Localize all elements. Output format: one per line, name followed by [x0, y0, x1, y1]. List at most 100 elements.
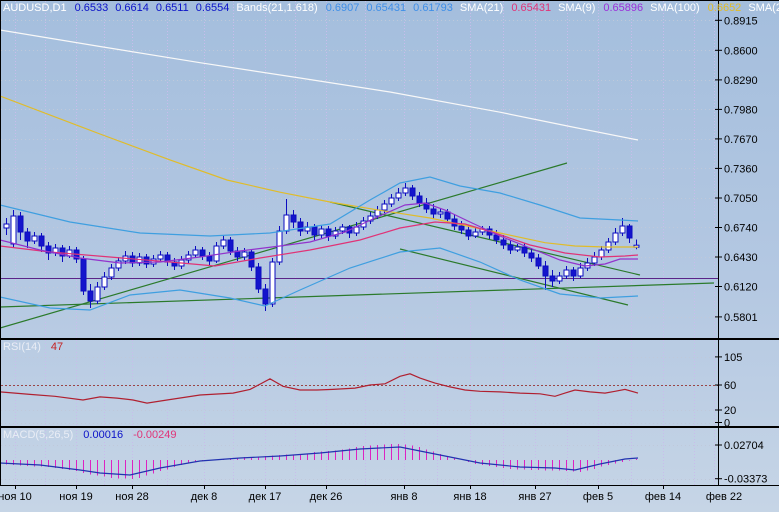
- candle-bear: [507, 244, 514, 251]
- candle-bear: [444, 211, 451, 220]
- candle-bull: [619, 225, 626, 234]
- candle-bull: [94, 286, 101, 302]
- time-axis-label: фев 22: [706, 491, 742, 503]
- axis-frame-layer: [0, 0, 779, 486]
- candle-bear: [24, 231, 31, 242]
- candle-bull: [157, 254, 164, 260]
- candle-bull: [339, 226, 346, 232]
- candle-bear: [87, 290, 94, 302]
- candle-bear: [570, 269, 577, 277]
- price-axis-label: 0.6740: [724, 223, 758, 235]
- candle-bear: [206, 255, 213, 262]
- candle-bull: [388, 197, 395, 205]
- candle-bull: [381, 203, 388, 211]
- time-axis-label: янв 27: [518, 491, 551, 503]
- candle-bear: [500, 239, 507, 246]
- time-axis-label: ноя 28: [115, 491, 148, 503]
- price-axis-label: 0.7050: [724, 193, 758, 205]
- candle-bull: [185, 254, 192, 261]
- price-axis-label: 0.6120: [724, 282, 758, 294]
- candle-bull: [395, 192, 402, 199]
- candle-bull: [31, 235, 38, 242]
- candle-bull: [220, 239, 227, 247]
- candle-bear: [528, 252, 535, 259]
- candle-bear: [38, 235, 45, 247]
- price-axis-label: 0.8600: [724, 45, 758, 57]
- candle-bull: [472, 231, 479, 237]
- candle-bull: [374, 209, 381, 217]
- trend-long-support: [0, 282, 715, 308]
- candle-bull: [269, 261, 276, 305]
- candle-bull: [556, 275, 563, 282]
- overlay-SMA(9): [0, 202, 638, 267]
- candle-bear: [465, 229, 472, 237]
- candle-bull: [563, 269, 570, 277]
- candle-bear: [17, 215, 24, 233]
- candle-bull: [605, 241, 612, 251]
- macd-line: [0, 446, 639, 476]
- candle-bear: [199, 249, 206, 257]
- price-axis-label: 0.7670: [724, 134, 758, 146]
- candle-bull: [577, 267, 584, 277]
- candle-bear: [430, 208, 437, 215]
- candle-bear: [626, 225, 633, 239]
- rsi-axis-label: 0: [724, 418, 730, 430]
- time-axis-label: дек 26: [310, 491, 343, 503]
- rsi-line: [0, 373, 639, 404]
- candle-bull: [115, 260, 122, 269]
- candle-bear: [262, 288, 269, 305]
- time-axis-label: ноя 10: [0, 491, 32, 503]
- candle-bull: [591, 256, 598, 264]
- price-axis-label: 0.5801: [724, 312, 758, 324]
- candle-bear: [227, 239, 234, 252]
- time-axis-label: дек 8: [191, 491, 218, 503]
- overlay-SMA(200): [0, 29, 639, 141]
- candle-bull: [318, 228, 325, 236]
- candle-bull: [598, 249, 605, 258]
- time-axis-label: дек 17: [249, 491, 282, 503]
- candle-bull: [612, 232, 619, 243]
- candle-bear: [45, 245, 52, 254]
- price-axis-label: 0.7980: [724, 104, 758, 116]
- candle-bear: [458, 225, 465, 231]
- candle-bear: [325, 228, 332, 237]
- rsi-axis-label: 105: [724, 352, 742, 364]
- candle-bull: [402, 187, 409, 194]
- candle-bear: [311, 226, 318, 236]
- price-axis-label: 0.8290: [724, 75, 758, 87]
- candle-bear: [409, 187, 416, 197]
- candle-bull: [514, 246, 521, 251]
- candle-bull: [10, 215, 17, 245]
- candle-bear: [542, 265, 549, 277]
- candle-bear: [59, 247, 66, 257]
- candle-bull: [150, 258, 157, 265]
- candle-bull: [108, 267, 115, 278]
- candle-bull: [283, 214, 290, 232]
- macd-axis-label: 0.02704: [724, 440, 764, 452]
- price-axis-label: 0.6430: [724, 252, 758, 264]
- overlay-SMA(100): [0, 95, 638, 248]
- candle-bear: [549, 275, 556, 282]
- candles-layer: [3, 183, 640, 311]
- price-axis-label: 0.8915: [724, 15, 758, 27]
- candle-bull: [213, 245, 220, 262]
- candle-bear: [290, 214, 297, 223]
- time-axis-label: янв 18: [453, 491, 486, 503]
- time-axis-label: фев 5: [583, 491, 613, 503]
- overlay-SMA(21): [0, 221, 639, 267]
- candle-bear: [521, 246, 528, 254]
- rsi-axis-label: 20: [724, 405, 736, 417]
- candle-bull: [192, 249, 199, 256]
- time-axis-label: фев 14: [645, 491, 681, 503]
- macd-axis-label: -0.03373: [724, 474, 767, 486]
- candle-bear: [416, 195, 423, 204]
- candle-bear: [255, 266, 262, 290]
- time-axis-label: ноя 19: [59, 491, 92, 503]
- candle-bull: [3, 223, 10, 229]
- time-axis-label: янв 8: [390, 491, 417, 503]
- candle-bear: [535, 257, 542, 267]
- candle-bull: [437, 211, 444, 215]
- candle-bear: [80, 258, 87, 292]
